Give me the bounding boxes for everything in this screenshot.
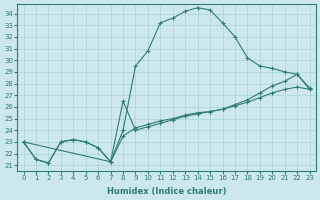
X-axis label: Humidex (Indice chaleur): Humidex (Indice chaleur)	[107, 187, 226, 196]
